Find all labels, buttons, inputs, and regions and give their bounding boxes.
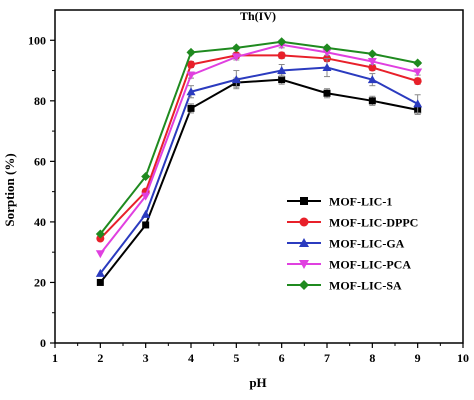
data-point [323, 89, 331, 97]
data-point [231, 43, 241, 53]
data-point [187, 104, 195, 112]
data-point [413, 58, 423, 68]
data-point [95, 229, 105, 239]
series-layer [95, 37, 423, 286]
legend-label: MOF-LIC-GA [329, 237, 405, 251]
x-tick-label: 6 [279, 351, 285, 365]
chart-title: Th(IV) [240, 9, 276, 23]
data-point [277, 66, 287, 75]
legend: MOF-LIC-1 MOF-LIC-DPPC MOF-LIC-GA MOF-LIC-P… [287, 195, 418, 293]
x-axis-title: pH [249, 375, 266, 390]
data-point [277, 51, 286, 60]
data-point [322, 43, 332, 53]
x-tick-label: 7 [324, 351, 330, 365]
data-point [96, 278, 104, 286]
data-point [141, 192, 151, 201]
x-tick-label: 10 [457, 351, 469, 365]
data-point [231, 53, 241, 62]
legend-label: MOF-LIC-SA [329, 279, 402, 293]
legend-label: MOF-LIC-1 [329, 195, 392, 209]
y-tick-label: 60 [34, 154, 46, 168]
x-tick-label: 5 [233, 351, 239, 365]
series-line [99, 54, 418, 240]
x-tick-label: 8 [369, 351, 375, 365]
y-tick-label: 40 [34, 215, 46, 229]
x-tick-label: 1 [52, 351, 58, 365]
legend-marker [300, 197, 308, 205]
data-point [367, 57, 377, 66]
legend-marker [299, 280, 309, 290]
data-point [277, 37, 287, 47]
legend-entry: MOF-LIC-GA [287, 237, 405, 251]
data-point [413, 99, 423, 108]
data-point [95, 250, 105, 259]
data-point [186, 47, 196, 57]
legend-label: MOF-LIC-PCA [329, 258, 411, 272]
x-tick-label: 3 [143, 351, 149, 365]
x-tick-label: 4 [188, 351, 194, 365]
data-point [322, 63, 332, 72]
data-point [141, 209, 151, 218]
legend-entry: MOF-LIC-PCA [287, 258, 411, 272]
series-line [99, 66, 419, 274]
x-tick-label: 9 [415, 351, 421, 365]
data-point [413, 77, 422, 86]
data-point [96, 234, 105, 243]
data-point [368, 97, 376, 105]
data-point [186, 87, 196, 96]
series-mof-lic-dppc [96, 51, 422, 243]
legend-label: MOF-LIC-DPPC [329, 216, 418, 230]
legend-entry: MOF-LIC-SA [287, 279, 402, 293]
data-point [367, 75, 377, 84]
series-line [99, 43, 418, 255]
series-mof-lic-sa [95, 37, 423, 239]
legend-entry: MOF-LIC-1 [287, 195, 392, 209]
legend-marker [299, 238, 309, 247]
x-tick-label: 2 [97, 351, 103, 365]
legend-marker [299, 260, 309, 269]
data-point [413, 68, 423, 77]
data-point [141, 172, 151, 181]
y-axis-title: Sorption (%) [2, 153, 17, 226]
series-line [99, 78, 418, 284]
y-tick-label: 0 [40, 336, 46, 350]
series-mof-lic-ga [95, 57, 423, 277]
data-point [278, 76, 286, 84]
series-line [99, 40, 418, 235]
y-tick-label: 100 [28, 33, 46, 47]
data-point [186, 71, 196, 80]
data-point [142, 221, 150, 229]
data-point [187, 60, 195, 69]
data-point [322, 48, 332, 57]
legend-entry: MOF-LIC-DPPC [287, 216, 418, 230]
y-tick-label: 20 [34, 275, 46, 289]
data-point [368, 63, 377, 72]
data-point [367, 49, 377, 59]
data-point [95, 268, 105, 277]
y-tick-label: 80 [34, 94, 46, 108]
data-point [231, 75, 241, 84]
legend-marker [299, 217, 309, 227]
